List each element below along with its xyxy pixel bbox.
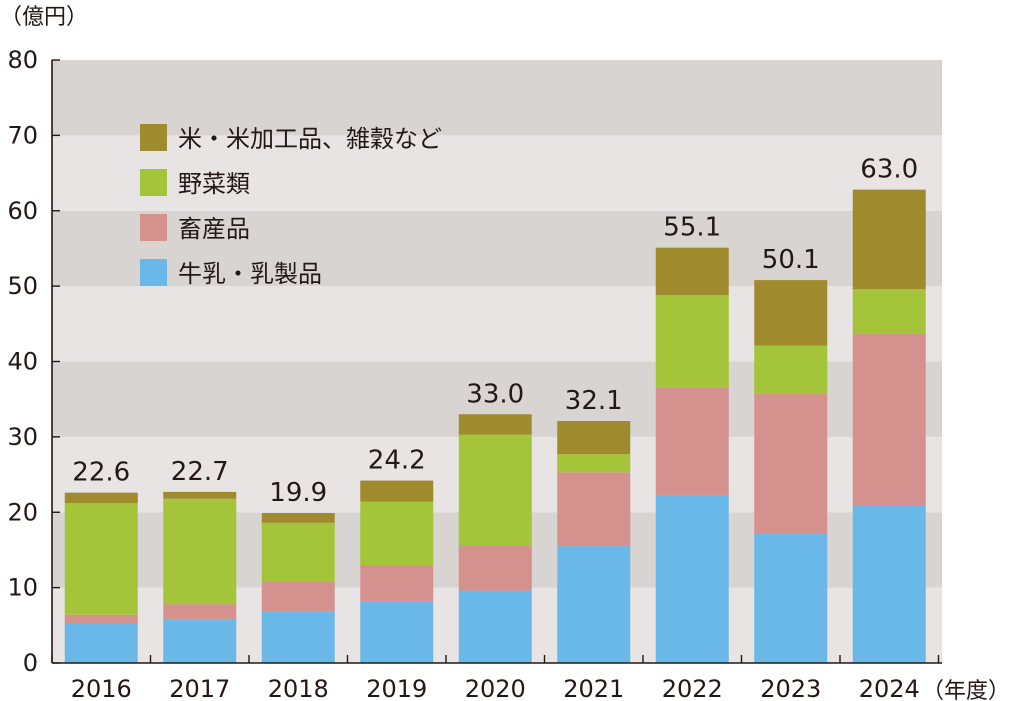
bar-segment [64, 492, 138, 504]
bar-segment [360, 501, 434, 566]
bar-stacks [64, 189, 926, 663]
bar-segment [163, 498, 237, 605]
total-label: 24.2 [368, 446, 426, 476]
x-tick-label: 2024 [859, 675, 920, 701]
bar-segment [557, 421, 631, 455]
y-tick-label: 20 [7, 498, 38, 526]
bar-segment [64, 503, 138, 615]
y-tick-label: 40 [7, 348, 38, 376]
legend-item: 畜産品 [140, 214, 250, 243]
legend-swatch [140, 124, 167, 151]
bar-segment [261, 611, 335, 663]
bar-segment [852, 189, 926, 290]
x-tick-label: 2021 [563, 675, 624, 701]
total-label: 19.9 [269, 478, 327, 508]
stack-total-labels: 22.6 22.7 19.9 24.2 33.0 32.1 55.1 50.1 63.0 [72, 155, 918, 508]
bar-stack [754, 280, 828, 663]
bar-segment [458, 434, 532, 546]
bar-segment [557, 546, 631, 663]
bar-stack [458, 414, 532, 663]
bar-segment [261, 581, 335, 612]
legend-label: 牛乳・乳製品 [178, 260, 322, 288]
x-tick-label: 2022 [662, 675, 723, 701]
y-tick-label: 60 [7, 197, 38, 225]
x-tick-label: 2019 [366, 675, 427, 701]
bar-segment [852, 505, 926, 663]
legend-swatch [140, 259, 167, 286]
total-label: 50.1 [762, 245, 820, 275]
bar-segment [360, 601, 434, 663]
y-tick-label: 30 [7, 423, 38, 451]
bar-segment [458, 545, 532, 591]
x-tick-label: 2023 [760, 675, 821, 701]
total-label: 32.1 [565, 386, 623, 416]
legend-swatch [140, 169, 167, 196]
grid-band [52, 210, 942, 287]
bar-segment [754, 280, 828, 346]
legend-label: 米・米加工品、雑穀など [178, 125, 442, 153]
bar-segment [261, 513, 335, 523]
legend-label: 野菜類 [178, 170, 250, 198]
bar-segment [261, 522, 335, 582]
y-tick-label: 50 [7, 272, 38, 300]
total-label: 22.7 [171, 457, 229, 487]
bar-segment [163, 491, 237, 499]
x-axis-unit-label: （年度） [922, 679, 1010, 701]
x-tick-label: 2016 [71, 675, 132, 701]
x-tick-label: 2017 [169, 675, 230, 701]
bar-segment [852, 289, 926, 334]
grid-band [52, 135, 942, 211]
bar-segment [754, 393, 828, 534]
total-label: 33.0 [466, 379, 524, 409]
y-axis-unit-label: （億円） [0, 5, 88, 30]
bar-segment [163, 604, 237, 620]
bar-segment [655, 387, 729, 495]
x-tick-label: 2020 [465, 675, 526, 701]
total-label: 22.6 [72, 458, 130, 488]
bar-segment [64, 623, 138, 663]
legend-label: 畜産品 [178, 215, 250, 243]
bar-stack [655, 247, 729, 663]
legend-swatch [140, 214, 167, 241]
bar-stack [64, 492, 138, 663]
bar-segment [754, 345, 828, 394]
bar-segment [852, 333, 926, 506]
legend-item: 米・米加工品、雑穀など [140, 124, 442, 153]
bar-segment [557, 454, 631, 473]
bar-segment [458, 590, 532, 663]
bar-segment [458, 414, 532, 435]
bar-segment [360, 565, 434, 602]
bar-stack [261, 513, 335, 663]
legend-item: 牛乳・乳製品 [140, 259, 322, 288]
grid-band [52, 60, 942, 136]
x-axis-ticks: 2016 2017 2018 2019 2020 2021 2022 2023 2024 [51, 655, 940, 701]
y-tick-label: 70 [7, 121, 38, 149]
y-tick-label: 10 [7, 574, 38, 602]
bar-stack [852, 189, 926, 663]
bar-segment [64, 614, 138, 624]
y-axis-ticks: 0 10 20 30 40 50 60 70 80 [7, 46, 60, 677]
bar-stack [163, 491, 237, 663]
bar-segment [360, 480, 434, 502]
y-tick-label: 80 [7, 46, 38, 74]
bar-segment [163, 619, 237, 663]
bar-segment [655, 247, 729, 296]
bar-segment [655, 494, 729, 663]
bar-stack [360, 480, 434, 663]
bar-segment [557, 472, 631, 547]
bar-stack [557, 421, 631, 663]
x-tick-label: 2018 [268, 675, 329, 701]
legend-item: 野菜類 [140, 169, 250, 198]
bar-segment [754, 533, 828, 663]
y-tick-label: 0 [23, 649, 38, 677]
bar-segment [655, 295, 729, 388]
total-label: 55.1 [663, 213, 721, 243]
total-label: 63.0 [860, 155, 918, 185]
